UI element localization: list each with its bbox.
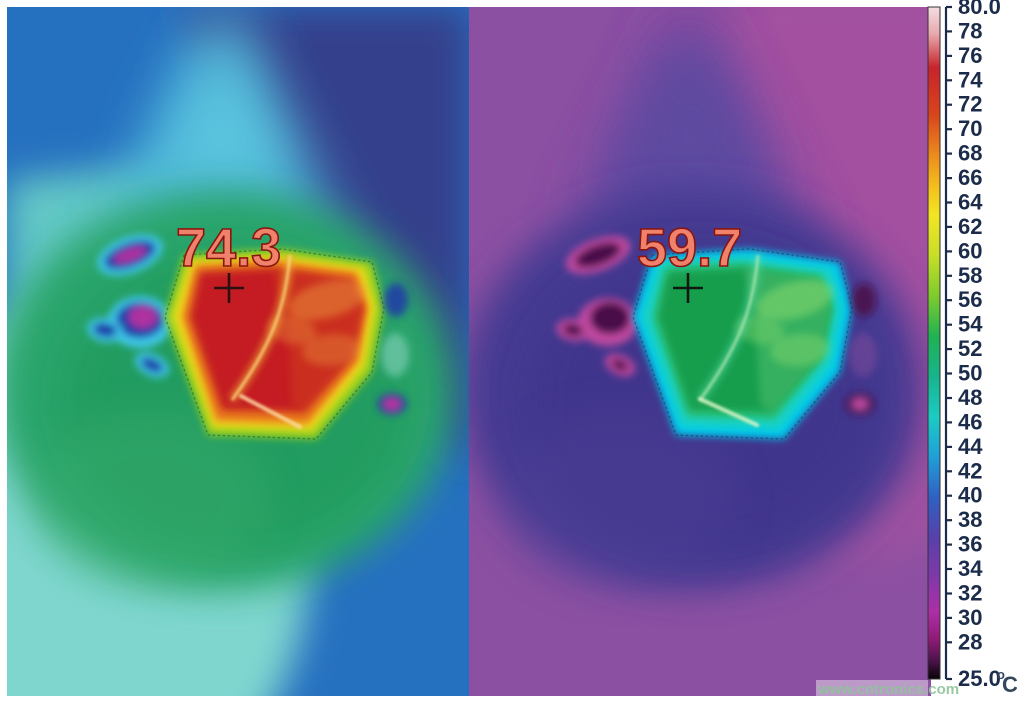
svg-text:60: 60 bbox=[958, 238, 982, 263]
svg-text:54: 54 bbox=[958, 312, 983, 337]
svg-text:70: 70 bbox=[958, 116, 982, 141]
svg-text:74: 74 bbox=[958, 67, 983, 92]
svg-text:34: 34 bbox=[958, 556, 983, 581]
svg-text:62: 62 bbox=[958, 214, 982, 239]
svg-text:25.0: 25.0 bbox=[958, 666, 1001, 691]
svg-text:72: 72 bbox=[958, 92, 982, 117]
svg-text:78: 78 bbox=[958, 18, 982, 43]
svg-text:58: 58 bbox=[958, 263, 982, 288]
svg-text:48: 48 bbox=[958, 385, 982, 410]
svg-text:28: 28 bbox=[958, 629, 982, 654]
svg-text:50: 50 bbox=[958, 361, 982, 386]
svg-text:76: 76 bbox=[958, 43, 982, 68]
svg-text:44: 44 bbox=[958, 434, 983, 459]
svg-text:56: 56 bbox=[958, 287, 982, 312]
svg-text:46: 46 bbox=[958, 409, 982, 434]
svg-text:64: 64 bbox=[958, 190, 983, 215]
svg-text:59.7: 59.7 bbox=[637, 218, 742, 278]
svg-text:www.cntronics.com: www.cntronics.com bbox=[817, 681, 959, 698]
svg-text:42: 42 bbox=[958, 458, 982, 483]
svg-text:66: 66 bbox=[958, 165, 982, 190]
svg-text:80.0: 80.0 bbox=[958, 0, 1001, 19]
svg-text:38: 38 bbox=[958, 507, 982, 532]
svg-text:74.3: 74.3 bbox=[176, 218, 281, 278]
svg-text:30: 30 bbox=[958, 605, 982, 630]
svg-text:68: 68 bbox=[958, 141, 982, 166]
svg-text:32: 32 bbox=[958, 581, 982, 606]
svg-text:52: 52 bbox=[958, 336, 982, 361]
svg-text:40: 40 bbox=[958, 483, 982, 508]
svg-text:36: 36 bbox=[958, 532, 982, 557]
svg-text:C: C bbox=[1002, 672, 1017, 697]
